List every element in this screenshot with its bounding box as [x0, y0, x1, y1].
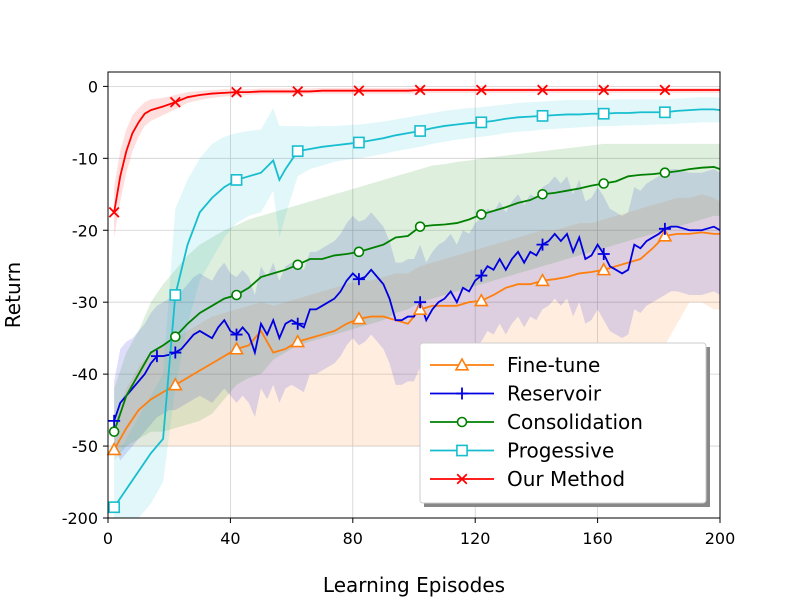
progessive-point [353, 136, 365, 149]
progessive-band [114, 97, 721, 518]
x-tick-label: 80 [343, 529, 363, 548]
legend-marker-consolidation [456, 416, 468, 428]
fine-tune-point [106, 442, 122, 456]
y-tick-label: -20 [72, 221, 98, 240]
y-axis: 0 -10 -20 -30 -40 -50 -200 [62, 77, 108, 528]
legend-marker-our-method [456, 473, 468, 485]
consolidation-point [353, 246, 365, 258]
progessive-point [597, 107, 610, 120]
legend-label-reservoir: Reservoir [507, 382, 602, 406]
fine-tune-point [535, 272, 550, 287]
fine-tune-point [473, 293, 489, 307]
x-tick-label: 0 [103, 529, 113, 548]
x-tick-label: 40 [220, 529, 240, 548]
our-method-point [231, 86, 242, 98]
legend-box [419, 342, 707, 504]
legend-marker-progessive [456, 444, 468, 457]
reservoir-point [352, 273, 365, 286]
reservoir-point [414, 296, 427, 309]
reservoir-point [150, 350, 163, 363]
plot-frame [107, 71, 721, 519]
progessive-line [113, 108, 721, 508]
x-axis-title: Learning Episodes [323, 573, 505, 597]
consolidation-point [414, 221, 426, 232]
y-axis-title: Return [1, 262, 25, 328]
consolidation-point [659, 167, 671, 179]
reservoir-point [658, 222, 671, 235]
our-method-point [475, 84, 487, 96]
reservoir-point [169, 346, 182, 359]
legend-marker-reservoir [456, 387, 468, 400]
fine-tune-point [596, 262, 612, 276]
progessive-point [108, 501, 121, 514]
fine-tune-point [412, 301, 428, 315]
y-tick-label: 0 [88, 77, 98, 96]
x-tick-label: 200 [705, 529, 736, 548]
fine-tune-point [229, 341, 244, 355]
our-method-point [537, 84, 548, 96]
our-method-point [169, 96, 181, 108]
fine-tune-point [657, 228, 673, 242]
reservoir-point [230, 328, 243, 341]
consolidation-point [476, 209, 487, 220]
legend-label-fine-tune: Fine-tune [507, 353, 600, 377]
series-markers [106, 84, 673, 514]
consolidation-point [537, 188, 548, 200]
y-tick-label: -200 [62, 509, 98, 528]
progessive-point [659, 106, 671, 119]
our-method-point [108, 206, 120, 218]
our-method-point [353, 85, 365, 97]
our-method-point [414, 84, 426, 96]
our-method-point [292, 85, 304, 97]
our-method-line [113, 89, 720, 213]
consolidation-point [598, 178, 610, 189]
x-tick-label: 160 [582, 529, 613, 548]
consolidation-point [108, 426, 120, 437]
our-method-point [598, 84, 610, 96]
progessive-point [475, 116, 488, 129]
legend: Fine-tune Reservoir Consolidation Progessiv… [419, 342, 710, 507]
progessive-point [414, 125, 427, 137]
consolidation-point [231, 289, 242, 301]
progessive-point [230, 174, 243, 186]
y-tick-label: -40 [72, 365, 98, 384]
legend-marker-fine-tune [454, 357, 470, 371]
reservoir-point [597, 247, 610, 260]
y-tick-label: -30 [72, 293, 98, 312]
reservoir-point [291, 317, 304, 330]
reservoir-point [108, 414, 121, 427]
legend-label-our-method: Our Method [507, 467, 625, 491]
progessive-point [536, 109, 549, 122]
our-method-point [659, 84, 671, 96]
y-tick-label: -50 [72, 437, 98, 456]
reservoir-point [536, 238, 549, 251]
legend-label-progessive: Progessive [507, 439, 614, 463]
y-tick-label: -10 [72, 149, 98, 168]
consolidation-point [170, 331, 181, 343]
fine-tune-point [167, 377, 183, 391]
fine-tune-point [290, 334, 306, 348]
legend-label-consolidation: Consolidation [507, 410, 643, 434]
x-axis: 0 40 80 120 160 200 [103, 518, 735, 548]
progessive-point [169, 289, 182, 301]
x-tick-label: 120 [460, 529, 491, 548]
reservoir-point [475, 269, 488, 282]
progessive-point [291, 145, 304, 158]
consolidation-point [292, 259, 304, 271]
fine-tune-point [351, 311, 367, 325]
